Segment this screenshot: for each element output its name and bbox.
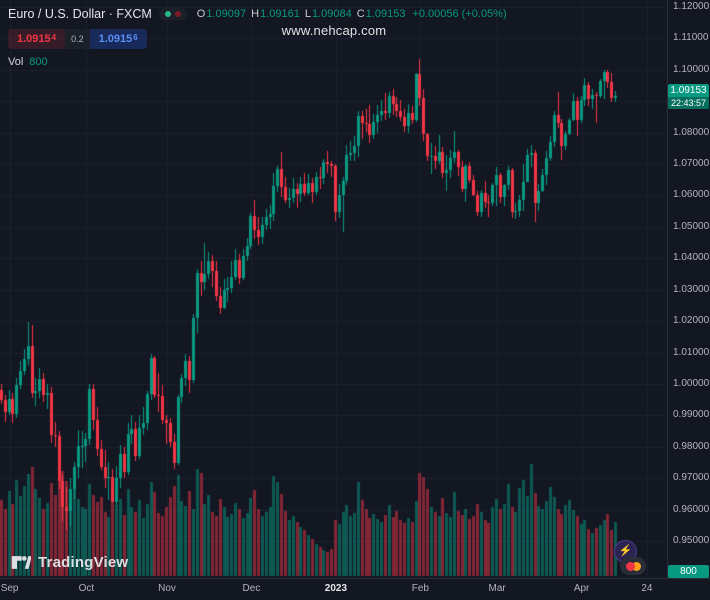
price-axis-tick: 1.01000 (673, 346, 710, 358)
bar-countdown-timer: 22:43:57 (668, 97, 709, 110)
reaction-amber-icon (631, 561, 641, 571)
market-status-pill[interactable] (158, 8, 187, 20)
price-axis-tick: 1.12000 (673, 1, 710, 12)
volume-axis-badge: 800 (668, 565, 709, 578)
time-axis-tick: Mar (488, 583, 506, 594)
sell-price: 1.0915 (17, 33, 51, 45)
reactions-button[interactable] (620, 557, 646, 575)
low-value: 1.09084 (311, 8, 352, 20)
price-axis-tick: 0.96000 (673, 503, 710, 515)
price-axis[interactable]: 1.09153 22:43:57 800 1.12000 1.11000 1.100… (667, 0, 710, 578)
price-axis-tick: 1.10000 (673, 63, 710, 75)
lightning-icon: ⚡ (618, 545, 633, 557)
ohlc-readout: O1.09097 H1.09161 L1.09084 C1.09153 +0.0… (197, 8, 507, 20)
price-axis-tick: 1.02000 (673, 315, 710, 327)
time-axis-tick: Sep (0, 583, 19, 594)
price-axis-tick: 1.04000 (673, 252, 710, 264)
buy-price-sup: 6 (133, 32, 138, 42)
price-axis-tick: 0.99000 (673, 409, 710, 421)
time-axis[interactable]: Sep Oct Nov Dec 2023 Feb Mar Apr 24 (0, 578, 710, 600)
price-axis-tick: 0.97000 (673, 472, 710, 484)
high-label: H (251, 8, 260, 20)
price-axis-tick: 1.03000 (673, 283, 710, 295)
price-axis-tick: 1.07000 (673, 158, 710, 170)
volume-indicator-legend[interactable]: Vol 800 (8, 56, 507, 68)
low-label: L (304, 8, 311, 20)
price-chart-canvas[interactable] (0, 0, 668, 578)
time-axis-tick: Feb (411, 583, 429, 594)
tradingview-logo[interactable]: TradingView (10, 552, 128, 573)
time-axis-tick: Apr (573, 583, 590, 594)
tradingview-logo-icon (11, 556, 31, 569)
price-axis-tick: 1.06000 (673, 189, 710, 201)
price-axis-tick: 1.11000 (673, 32, 709, 44)
price-axis-tick: 1.08000 (673, 126, 710, 138)
watermark: www.nehcap.com (281, 23, 387, 38)
market-closed-dot-icon (174, 11, 181, 17)
price-axis-tick: 0.98000 (673, 440, 710, 452)
close-label: C (356, 8, 365, 20)
time-axis-tick: Nov (158, 583, 176, 594)
buy-price: 1.0915 (98, 33, 133, 45)
volume-label: Vol (8, 56, 24, 68)
chart-header: Euro / U.S. Dollar · FXCM O1.09097 H1.09… (8, 5, 507, 68)
buy-button[interactable]: 1.0915 6 (89, 29, 147, 49)
tradingview-logo-text: TradingView (38, 554, 129, 571)
spread-value: 0.2 (65, 29, 90, 49)
time-axis-tick: 24 (641, 583, 653, 594)
time-axis-tick: Dec (242, 583, 261, 594)
change-value: +0.00056 (+0.05%) (412, 8, 507, 20)
high-value: 1.09161 (260, 8, 300, 20)
last-price-value: 1.09153 (670, 85, 707, 97)
volume-current-value: 800 (29, 56, 48, 68)
symbol-title[interactable]: Euro / U.S. Dollar · FXCM (8, 7, 152, 21)
price-axis-tick: 1.00000 (673, 377, 710, 389)
open-label: O (196, 8, 206, 20)
time-axis-tick: Oct (78, 583, 95, 594)
price-axis-tick: 1.05000 (673, 220, 710, 232)
buy-sell-widget: 1.0915 4 0.2 1.0915 6 (8, 29, 147, 49)
reaction-red-icon (625, 561, 635, 571)
sell-button[interactable]: 1.0915 4 (8, 29, 66, 49)
last-price-badge: 1.09153 22:43:57 (668, 84, 709, 110)
close-value: 1.09153 (365, 8, 406, 20)
market-open-dot-icon (164, 11, 171, 17)
time-axis-tick: 2023 (324, 583, 348, 594)
price-axis-tick: 0.95000 (673, 535, 710, 546)
open-value: 1.09097 (206, 8, 247, 20)
sell-price-sup: 4 (51, 32, 57, 42)
